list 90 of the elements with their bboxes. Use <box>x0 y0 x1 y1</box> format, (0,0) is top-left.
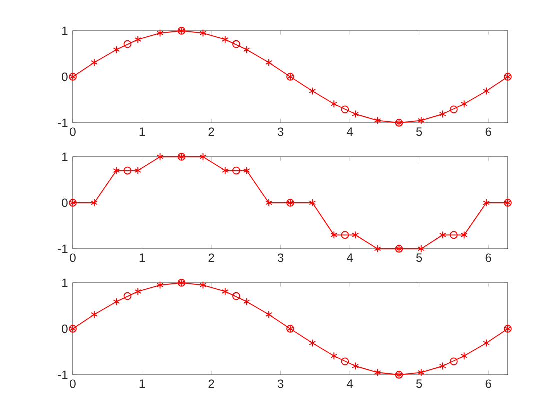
point <box>156 281 164 290</box>
point <box>113 46 120 54</box>
point <box>156 153 164 161</box>
y-tick-label: 1 <box>62 26 68 36</box>
point <box>460 100 468 108</box>
y-tick-label: 0 <box>62 198 68 208</box>
x-tick-label: 6 <box>486 380 492 388</box>
y-tick-label: -1 <box>58 118 68 128</box>
point <box>439 362 446 370</box>
point <box>222 36 229 44</box>
point <box>341 231 350 240</box>
point <box>200 153 207 161</box>
point <box>134 166 142 175</box>
point <box>156 29 164 38</box>
point <box>134 288 142 296</box>
point <box>483 339 490 348</box>
point <box>200 29 207 38</box>
point <box>200 281 207 290</box>
x-tick-label: 0 <box>70 380 76 388</box>
point <box>439 110 446 118</box>
point <box>266 199 273 207</box>
point <box>352 362 360 370</box>
point <box>460 231 468 240</box>
point <box>124 40 132 48</box>
point <box>309 339 316 348</box>
point <box>222 166 229 175</box>
x-tick-label: 5 <box>416 254 422 262</box>
x-tick-label: 6 <box>486 128 492 136</box>
x-tick-label: 2 <box>208 380 214 388</box>
y-tick-label: 1 <box>62 278 68 288</box>
point <box>91 310 98 319</box>
point <box>330 100 338 108</box>
point <box>124 292 132 300</box>
x-tick-label: 1 <box>140 380 146 388</box>
point <box>266 58 273 67</box>
point <box>439 231 446 240</box>
point <box>352 231 360 240</box>
point <box>483 87 490 96</box>
point <box>232 166 240 175</box>
x-tick-label: 4 <box>347 128 354 136</box>
point <box>243 46 250 54</box>
point <box>124 166 132 175</box>
y-tick-label: 0 <box>62 72 68 82</box>
point <box>91 58 98 67</box>
point <box>330 231 338 240</box>
point <box>418 116 425 125</box>
point <box>309 199 316 207</box>
y-tick-label: -1 <box>58 244 68 254</box>
x-tick-label: 3 <box>278 254 284 262</box>
point <box>374 368 382 377</box>
point <box>266 310 273 319</box>
point <box>232 40 240 48</box>
point <box>418 368 425 377</box>
x-tick-label: 5 <box>416 380 422 388</box>
point <box>450 231 458 240</box>
point <box>374 245 382 253</box>
point <box>418 245 425 253</box>
y-tick-label: 0 <box>62 324 68 334</box>
x-tick-label: 2 <box>208 128 214 136</box>
x-tick-label: 5 <box>416 128 422 136</box>
point <box>330 352 338 360</box>
point <box>243 166 250 175</box>
point <box>374 116 382 125</box>
point <box>243 298 250 306</box>
point <box>309 87 316 96</box>
x-tick-label: 3 <box>278 128 284 136</box>
x-tick-label: 1 <box>140 254 146 262</box>
x-tick-label: 0 <box>70 254 76 262</box>
point <box>341 358 350 366</box>
point <box>460 352 468 360</box>
y-tick-label: -1 <box>58 370 68 380</box>
point <box>352 110 360 118</box>
point <box>341 106 350 114</box>
point <box>232 292 240 300</box>
point <box>113 166 120 175</box>
y-tick-label: 1 <box>62 152 68 162</box>
point <box>222 288 229 296</box>
x-tick-label: 6 <box>486 254 492 262</box>
point <box>450 106 458 114</box>
x-tick-label: 3 <box>278 380 284 388</box>
point <box>483 199 490 207</box>
x-tick-label: 4 <box>347 254 354 262</box>
x-tick-label: 2 <box>208 254 214 262</box>
point <box>113 298 120 306</box>
point <box>91 199 98 207</box>
point <box>134 36 142 44</box>
x-tick-label: 1 <box>140 128 146 136</box>
point <box>450 358 458 366</box>
x-tick-label: 4 <box>347 380 354 388</box>
x-tick-label: 0 <box>70 128 76 136</box>
